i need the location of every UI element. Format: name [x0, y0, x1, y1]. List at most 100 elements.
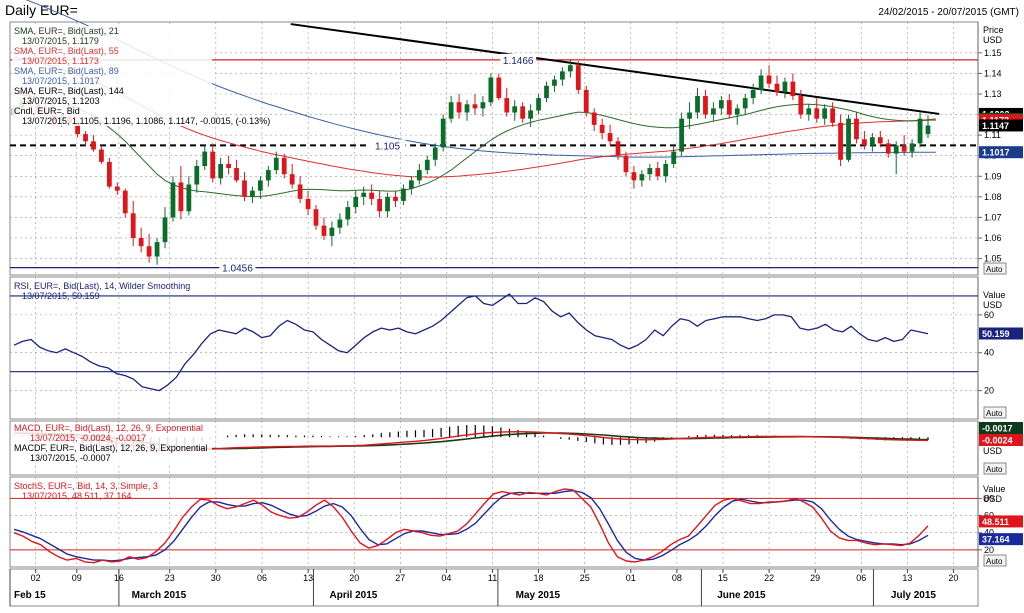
candle-body: [218, 163, 224, 179]
candle-body: [567, 65, 573, 72]
candle-body: [790, 81, 796, 97]
x-month-label-14: May 2015: [516, 590, 561, 601]
candle-body: [917, 118, 923, 144]
macd-panel-auto-box: [983, 462, 1007, 475]
x-tick-label-12: 04: [441, 573, 451, 583]
candle-body: [623, 155, 629, 173]
candle-body: [305, 198, 311, 210]
candle-body: [329, 227, 335, 236]
candle-body: [504, 98, 510, 113]
candle-body: [846, 118, 851, 160]
candle-body: [838, 122, 843, 160]
candle-body: [607, 133, 613, 142]
stoch-tag-0-tag-bg: [979, 515, 1023, 528]
candle-body: [766, 75, 772, 84]
candle-body: [440, 118, 446, 148]
candle-body: [353, 196, 359, 208]
x-axis-frame: [9, 568, 979, 607]
candle-body: [877, 137, 883, 144]
candle-body: [297, 184, 303, 199]
candle-body: [806, 108, 812, 115]
candle-body: [711, 108, 716, 115]
candle-body: [536, 98, 541, 111]
x-tick-label-6: 30: [211, 573, 221, 583]
x-tick-label-7: 06: [257, 573, 267, 583]
sma144-line: [290, 23, 940, 115]
price-panel-ytick-label-10: 1.15: [984, 48, 1002, 58]
candle-body: [496, 77, 502, 99]
x-tick-label-4: 16: [114, 573, 124, 583]
candle-body: [146, 246, 152, 257]
level-label-bg-1: [369, 139, 406, 152]
header-bar: [0, 0, 1024, 22]
price-panel-legend-value-4: 13/07/2015, 1.1105, 1.1196, 1.1086, 1.11…: [22, 116, 270, 126]
stoch-panel-frame: [9, 476, 979, 568]
x-tick-label-8: 13: [303, 573, 313, 583]
candle-body: [186, 184, 192, 212]
macd-legend-value-0: 13/07/2015, -0.0024, -0.0017: [30, 433, 146, 443]
candle-body: [798, 96, 804, 115]
rsi-panel-auto-box: [983, 406, 1007, 419]
candle-body: [599, 124, 605, 134]
x-month-label-3: March 2015: [132, 590, 187, 601]
candle-body: [750, 89, 756, 99]
price-panel-ytick-label-1: 1.06: [984, 233, 1002, 243]
level-label-1: 1.105: [375, 141, 400, 152]
x-month-label-19: June 2015: [717, 590, 766, 601]
x-tick-label-18: 08: [672, 573, 682, 583]
price-panel-legend-value-1: 13/07/2015, 1.1173: [22, 56, 99, 66]
price-panel-ytick-label-9: 1.14: [984, 68, 1002, 78]
candle-body: [726, 100, 732, 115]
candle-body: [424, 159, 430, 171]
candle-body: [520, 106, 526, 119]
x-tick-label-22: 29: [810, 573, 820, 583]
price-panel-legend-name-0: SMA, EUR=, Bid(Last), 21: [14, 26, 119, 36]
x-tick-label-16: 25: [580, 573, 590, 583]
rsi-panel-auto-button[interactable]: Auto: [983, 406, 1007, 419]
price-tag-4-tag-bg: [979, 146, 1023, 159]
candle-body: [655, 168, 661, 177]
candle-body: [512, 106, 518, 113]
price-panel-legend-bg-1: [12, 46, 212, 66]
candle-body: [893, 145, 899, 154]
stoch-panel-auto-button[interactable]: Auto: [983, 554, 1007, 567]
candle-body: [647, 168, 653, 175]
candle-body: [99, 149, 104, 162]
candle-body: [822, 108, 828, 119]
candle-body: [782, 81, 788, 92]
candle-body: [226, 163, 231, 169]
candle-body: [448, 102, 454, 119]
price-panel-legend-bg-2: [12, 66, 212, 86]
price-panel-legend-value-3: 13/07/2015, 1.1203: [22, 96, 100, 106]
price-panel-legend-bg-0: [12, 26, 212, 46]
level-label-bg-2: [219, 261, 256, 274]
price-panel-ytick-label-8: 1.13: [984, 89, 1002, 99]
stoch-k-line: [13, 488, 929, 564]
x-tick-label-23: 06: [856, 573, 866, 583]
rsi-tag-tag-label: 50.159: [982, 329, 1010, 339]
rsi-panel-legend-name-0: RSI, EUR=, Bid(Last), 14, Wilder Smoothi…: [14, 281, 190, 291]
level-label-bg-0: [500, 53, 537, 66]
x-tick-label-1: 02: [31, 573, 41, 583]
candle-body: [273, 157, 279, 171]
price-panel-ytick-label-3: 1.08: [984, 192, 1002, 202]
candle-body: [178, 182, 184, 212]
candle-body: [289, 174, 295, 185]
macd-panel-auto-button[interactable]: Auto: [983, 462, 1007, 475]
macd-panel-axis-title-2: USD: [983, 446, 1003, 456]
candle-body: [869, 137, 875, 146]
x-tick-label-25: 13: [902, 573, 912, 583]
candle-body: [814, 108, 820, 119]
candle-body: [122, 190, 128, 214]
rsi-panel-ytick-label-2: 60: [984, 310, 994, 320]
price-panel-auto-button[interactable]: Auto: [983, 262, 1007, 275]
price-tag-3-tag-label: 1.1147: [982, 121, 1009, 131]
macd-panel-auto-label: Auto: [986, 465, 1003, 474]
candle-body: [774, 83, 780, 92]
price-panel-ytick-label-6: 1.11: [984, 130, 1001, 140]
candle-body: [385, 196, 390, 212]
stoch-panel-auto-label: Auto: [986, 557, 1003, 566]
price-panel-axis-title-2: USD: [983, 35, 1003, 45]
stoch-panel-ytick-label-3: 80: [984, 493, 994, 503]
